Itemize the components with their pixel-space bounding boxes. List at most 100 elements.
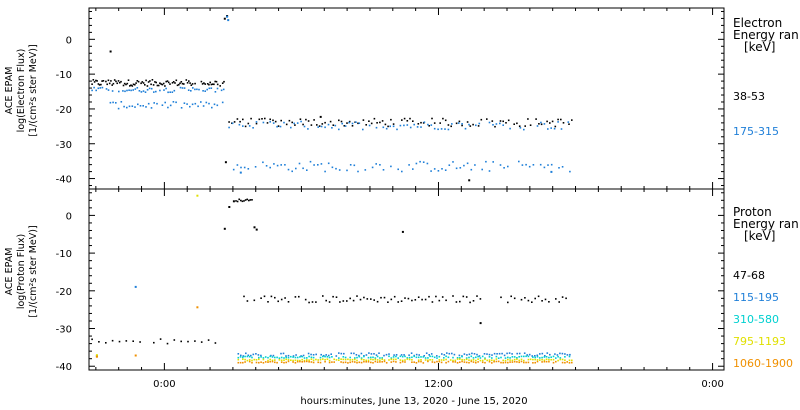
data-point	[254, 166, 257, 168]
data-point	[539, 353, 541, 355]
data-point	[298, 162, 301, 165]
data-point	[475, 124, 477, 127]
data-point	[287, 168, 290, 171]
data-point	[520, 360, 523, 363]
data-point	[390, 358, 393, 361]
data-point	[176, 84, 179, 87]
data-point	[349, 356, 351, 359]
data-point	[97, 87, 100, 90]
data-point	[356, 361, 358, 364]
data-point	[167, 81, 170, 84]
data-point	[110, 80, 112, 82]
electron-panel: ACE EPAM log(Electron Flux) [1/(cm²s ster …	[4, 7, 799, 190]
data-point	[481, 168, 483, 171]
data-point	[552, 355, 555, 358]
data-point	[295, 167, 297, 170]
data-point	[324, 126, 326, 129]
data-point	[513, 358, 516, 361]
data-point	[224, 161, 227, 164]
data-point	[451, 123, 453, 125]
data-point	[167, 106, 169, 109]
data-point	[239, 171, 242, 174]
data-point	[370, 358, 372, 361]
data-point	[343, 352, 345, 355]
data-point	[414, 299, 417, 301]
data-point	[363, 359, 365, 361]
data-point	[411, 359, 413, 361]
data-point	[496, 353, 498, 355]
data-point	[322, 354, 325, 357]
data-point	[144, 84, 146, 86]
data-point	[513, 360, 516, 363]
data-point	[447, 360, 450, 363]
data-point	[461, 355, 463, 358]
data-point	[541, 358, 543, 361]
data-point	[518, 352, 521, 355]
data-point	[292, 359, 294, 362]
data-point	[532, 356, 534, 358]
x-tick-label: 12:00	[424, 379, 453, 390]
data-point	[340, 120, 343, 123]
data-point	[564, 356, 566, 358]
data-point	[139, 105, 142, 107]
data-point	[183, 83, 185, 85]
data-point	[481, 355, 484, 358]
data-point	[300, 355, 302, 357]
data-point	[560, 128, 563, 130]
data-point	[404, 297, 406, 299]
data-point	[486, 353, 488, 355]
data-point	[540, 123, 543, 126]
data-point	[477, 358, 479, 360]
data-point	[189, 82, 191, 84]
data-point	[266, 122, 269, 124]
data-point	[461, 123, 463, 125]
data-point	[169, 104, 172, 107]
data-point	[430, 170, 432, 172]
data-point	[93, 81, 96, 83]
data-point	[560, 118, 562, 121]
data-point	[381, 361, 383, 363]
data-point	[155, 81, 157, 84]
legend-unit: [keV]	[744, 229, 775, 243]
data-point	[555, 298, 557, 300]
data-point	[382, 169, 385, 171]
data-point	[187, 89, 190, 91]
data-point	[437, 128, 439, 131]
data-point	[462, 295, 465, 298]
data-point	[210, 83, 213, 86]
data-point	[179, 86, 182, 89]
data-point	[557, 121, 559, 123]
data-point	[546, 120, 548, 123]
data-point	[267, 301, 269, 303]
data-point	[455, 167, 458, 170]
data-point	[122, 90, 124, 92]
data-point	[253, 299, 256, 302]
data-point	[500, 361, 502, 364]
data-point	[130, 84, 132, 86]
data-point	[379, 359, 381, 362]
data-point	[272, 119, 274, 122]
data-point	[166, 342, 169, 345]
data-point	[372, 356, 374, 359]
data-point	[536, 354, 539, 357]
data-point	[554, 353, 556, 355]
data-point	[544, 298, 547, 301]
data-point	[152, 84, 155, 86]
data-point	[395, 355, 397, 358]
data-point	[493, 352, 496, 355]
data-point	[155, 90, 157, 93]
electron-data-points	[91, 15, 573, 182]
data-point	[202, 90, 204, 92]
data-point	[216, 104, 219, 107]
data-point	[317, 361, 319, 364]
data-point	[255, 122, 258, 125]
data-point	[527, 358, 530, 361]
y-tick-label: 0	[66, 35, 72, 46]
data-point	[390, 357, 393, 359]
data-point	[436, 357, 438, 359]
data-point	[283, 357, 285, 359]
data-point	[463, 353, 466, 355]
data-point	[302, 167, 304, 170]
data-point	[172, 81, 175, 83]
data-point	[511, 361, 514, 363]
